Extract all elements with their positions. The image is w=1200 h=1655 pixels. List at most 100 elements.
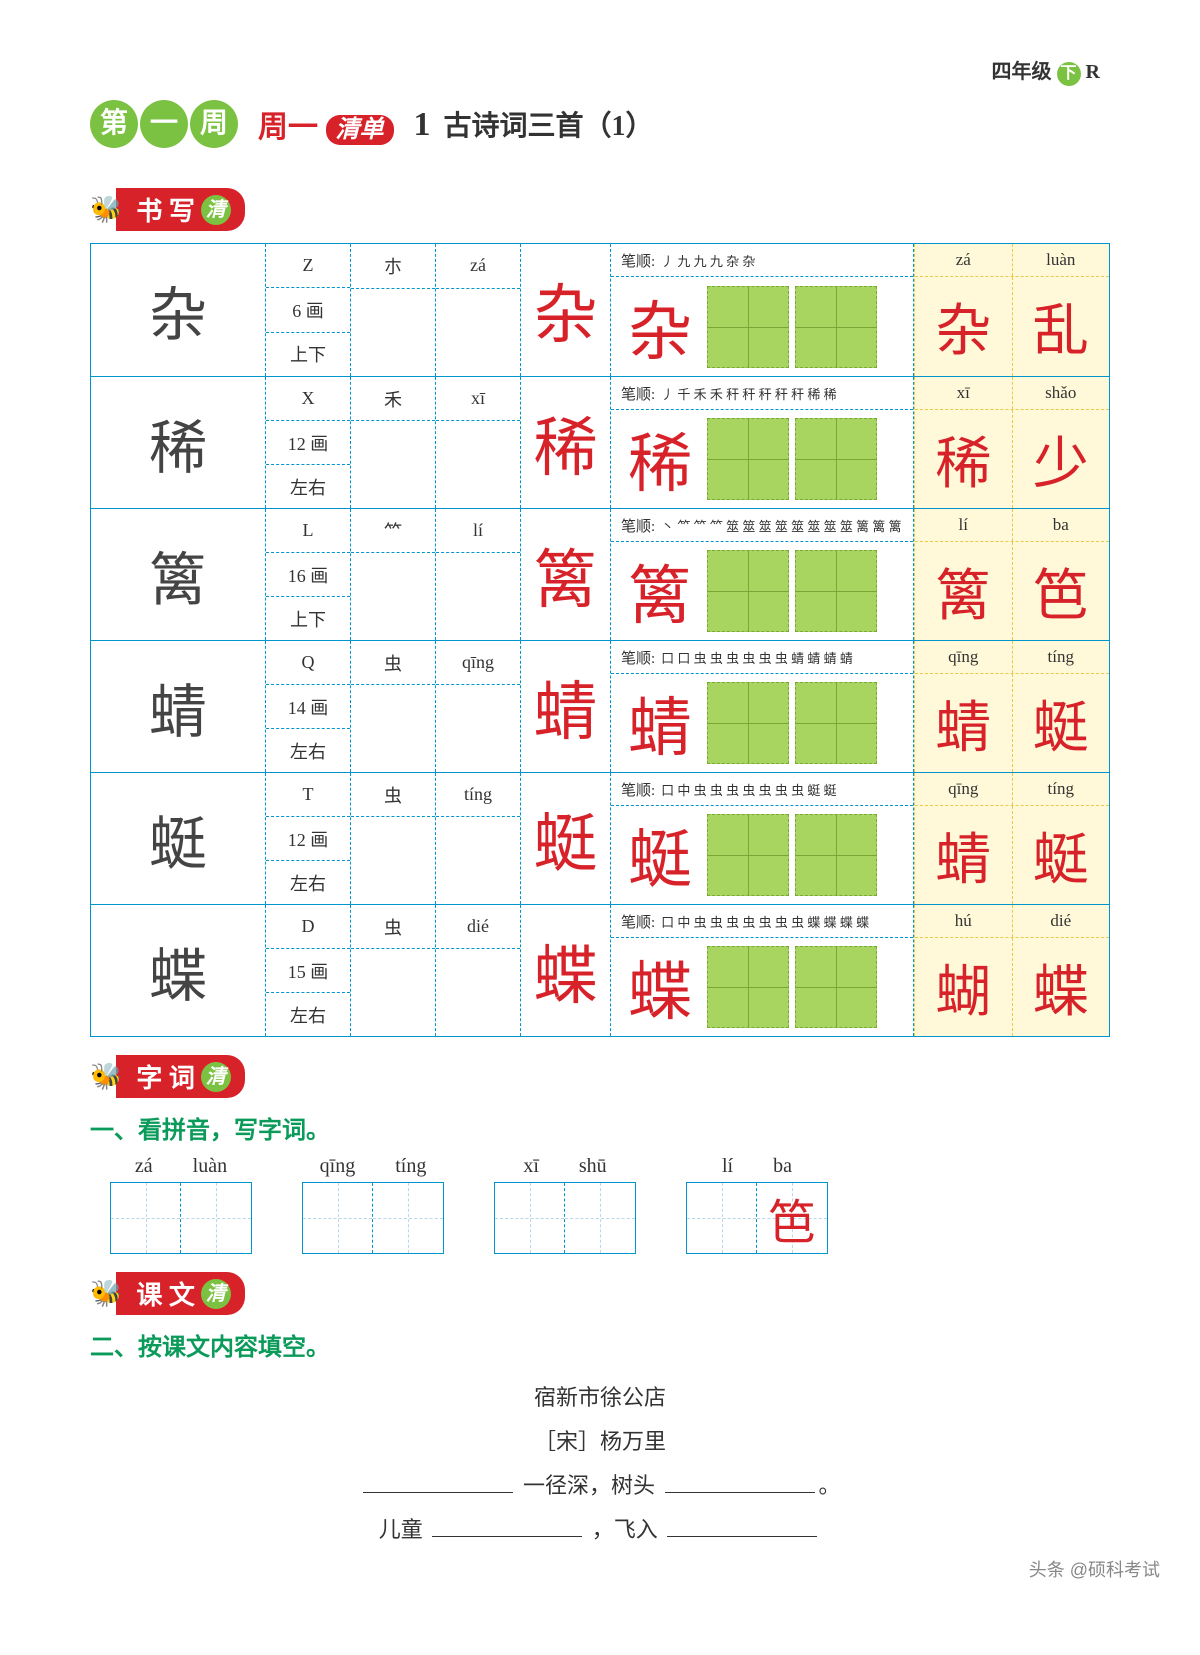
word-char-1: 蝴	[915, 938, 1013, 1036]
word-char-1: 蜻	[915, 674, 1013, 772]
info-cell: Q 14 画 左右	[266, 641, 351, 772]
blank-field[interactable]	[665, 1469, 815, 1493]
word-pinyin: qīng tíng	[915, 641, 1109, 674]
word-pinyin: qīng tíng	[915, 773, 1109, 806]
word-chars: 稀 少	[915, 410, 1109, 508]
pinyin: lí	[436, 509, 520, 553]
poem-text: 一径深，树头	[523, 1473, 655, 1498]
structure: 左右	[266, 465, 350, 508]
stroke-label: 笔顺:	[621, 911, 655, 932]
word-chars: 篱 笆	[915, 542, 1109, 640]
stroke-count: 6 画	[266, 288, 350, 332]
word-chars: 蜻 蜓	[915, 806, 1109, 904]
stroke-sequence: 丿 千 禾 禾 秆 秆 秆 秆 秆 稀 稀	[661, 384, 837, 403]
display-char-1: 稀	[521, 377, 611, 508]
empty	[436, 685, 520, 772]
guide-char: 蜻	[149, 665, 207, 749]
pinyin: tíng	[436, 773, 520, 817]
model-char: 蜻	[619, 677, 701, 769]
tian-cell[interactable]: 笆	[757, 1183, 827, 1253]
stroke-area: 笔顺: 口 口 虫 虫 虫 虫 虫 虫 蜻 蜻 蜻 蜻 蜻	[611, 641, 914, 772]
practice-box[interactable]	[795, 814, 877, 896]
word-cell: zá luàn 杂 乱	[914, 244, 1109, 376]
practice-box[interactable]	[707, 946, 789, 1028]
py: shū	[579, 1155, 607, 1178]
display-char-1: 蜓	[521, 773, 611, 904]
guide-cell: 杂	[91, 244, 266, 376]
practice-box[interactable]	[707, 418, 789, 500]
pinyin: qīng	[436, 641, 520, 685]
radical: 虫	[351, 773, 435, 817]
word-char-1: 蜻	[915, 806, 1013, 904]
practice-box[interactable]	[707, 682, 789, 764]
stroke-label: 笔顺:	[621, 647, 655, 668]
tian-cell[interactable]	[495, 1183, 565, 1253]
empty	[436, 289, 520, 376]
blank-field[interactable]	[363, 1469, 513, 1493]
word-char-2: 少	[1013, 410, 1110, 508]
practice-box[interactable]	[707, 550, 789, 632]
poem-author: ［宋］杨万里	[90, 1420, 1110, 1464]
practice-box[interactable]	[707, 814, 789, 896]
radical-pinyin-cell: 虫	[351, 905, 436, 1036]
practice-box[interactable]	[795, 286, 877, 368]
model-char: 稀	[619, 413, 701, 505]
stroke-header: 笔顺: 丿 千 禾 禾 秆 秆 秆 秆 秆 稀 稀	[611, 377, 913, 410]
display-char-1: 蜻	[521, 641, 611, 772]
char-row: 篱 L 16 画 上下 ⺮ lí 篱 笔顺: 丶 ⺮ ⺮ ⺮ 筮 筮 筮 筮 筮…	[91, 508, 1109, 640]
lesson-name: 古诗词三首（1）	[444, 111, 654, 142]
week-char-2: 一	[140, 100, 188, 148]
info-cell: L 16 画 上下	[266, 509, 351, 640]
char-row: 蝶 D 15 画 左右 虫 dié 蝶 笔顺: 口 中 虫 虫 虫 虫 虫 虫 …	[91, 904, 1109, 1036]
stroke-body: 蝶	[611, 938, 913, 1036]
model-char: 篱	[619, 545, 701, 637]
section-tag-zici: 字 词 清	[116, 1055, 245, 1098]
stroke-header: 笔顺: 丶 ⺮ ⺮ ⺮ 筮 筮 筮 筮 筮 筮 筮 筮 篱 篱 篱	[611, 509, 913, 542]
qing-badge: 清	[201, 1279, 231, 1309]
ex1-box	[302, 1182, 444, 1254]
blank-field[interactable]	[432, 1513, 582, 1537]
poem-block: 宿新市徐公店 ［宋］杨万里 一径深，树头 。 儿童 ，飞入	[90, 1376, 1110, 1552]
word-pinyin: lí ba	[915, 509, 1109, 542]
practice-box[interactable]	[707, 286, 789, 368]
tian-cell[interactable]	[303, 1183, 373, 1253]
word-char-2: 蝶	[1013, 938, 1110, 1036]
practice-box[interactable]	[795, 946, 877, 1028]
py: xī	[523, 1155, 539, 1178]
ex1-pinyin: qīng tíng	[320, 1155, 427, 1178]
stroke-sequence: 口 中 虫 虫 虫 虫 虫 虫 虫 蝶 蝶 蝶 蝶	[661, 912, 869, 931]
py-1: zá	[915, 244, 1013, 276]
initial: Z	[266, 244, 350, 288]
py-2: shǎo	[1013, 377, 1110, 409]
stroke-header: 笔顺: 口 口 虫 虫 虫 虫 虫 虫 蜻 蜻 蜻 蜻	[611, 641, 913, 674]
day-text: 周一	[258, 111, 318, 144]
model-char: 杂	[619, 281, 701, 373]
tian-cell[interactable]	[181, 1183, 251, 1253]
lesson-number: 1	[414, 106, 431, 143]
structure: 上下	[266, 333, 350, 376]
ex1-box: 笆	[686, 1182, 828, 1254]
py-1: lí	[915, 509, 1013, 541]
word-cell: qīng tíng 蜻 蜓	[914, 641, 1109, 772]
word-pinyin: hú dié	[915, 905, 1109, 938]
stroke-area: 笔顺: 丿 九 九 九 杂 杂 杂	[611, 244, 914, 376]
py-1: hú	[915, 905, 1013, 937]
tian-cell[interactable]	[565, 1183, 635, 1253]
tian-cell[interactable]	[687, 1183, 757, 1253]
tian-cell[interactable]	[111, 1183, 181, 1253]
stroke-label: 笔顺:	[621, 383, 655, 404]
display-char-1: 篱	[521, 509, 611, 640]
structure: 左右	[266, 861, 350, 904]
practice-box[interactable]	[795, 418, 877, 500]
ex1-box	[110, 1182, 252, 1254]
tian-cell[interactable]	[373, 1183, 443, 1253]
practice-box[interactable]	[795, 550, 877, 632]
stroke-body: 篱	[611, 542, 913, 640]
poem-text: 儿童	[379, 1517, 423, 1542]
ex1-box	[494, 1182, 636, 1254]
word-cell: xī shǎo 稀 少	[914, 377, 1109, 508]
practice-box[interactable]	[795, 682, 877, 764]
blank-field[interactable]	[667, 1513, 817, 1537]
radical: 虫	[351, 905, 435, 949]
empty	[351, 685, 435, 772]
